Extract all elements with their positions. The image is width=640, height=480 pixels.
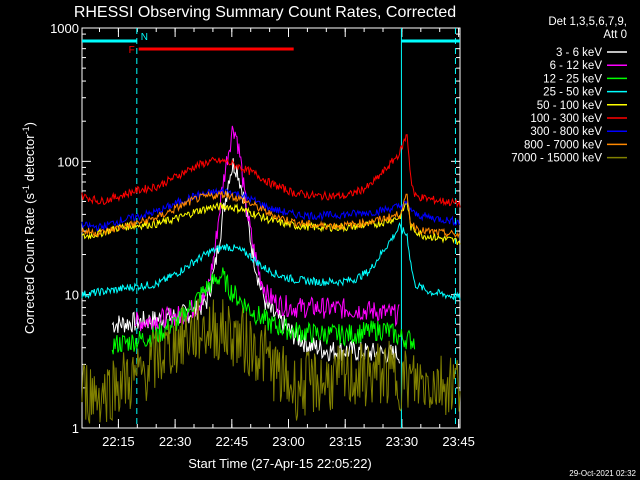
x-tick-label: 23:45 xyxy=(442,434,475,449)
night-label: N xyxy=(141,32,148,43)
legend-header-line-2: Att 0 xyxy=(603,29,627,41)
x-tick-label: 23:15 xyxy=(329,434,362,449)
legend-entry-label: 12 - 25 keV xyxy=(543,73,602,85)
flare-label: F xyxy=(129,45,135,56)
y-label-sup-1: -1 xyxy=(21,185,31,193)
legend-entry-label: 3 - 6 keV xyxy=(556,47,602,59)
y-tick-label: 10 xyxy=(65,288,79,303)
legend-entry-label: 100 - 300 keV xyxy=(530,113,602,125)
series-line xyxy=(111,158,400,364)
series-lines xyxy=(81,125,461,424)
series-line xyxy=(81,134,461,208)
timestamp: 29-Oct-2021 02:32 xyxy=(569,469,636,478)
x-tick-label: 22:30 xyxy=(159,434,192,449)
y-label-sup-2: -1 xyxy=(21,126,31,134)
series-line xyxy=(134,125,400,333)
x-tick-label: 23:30 xyxy=(386,434,419,449)
y-label-mid: detector xyxy=(22,134,37,185)
legend-entry-label: 25 - 50 keV xyxy=(543,87,602,99)
series-line xyxy=(111,267,416,355)
y-tick-label: 100 xyxy=(57,154,79,169)
legend-entry-label: 7000 - 15000 keV xyxy=(511,153,602,165)
x-tick-label: 22:15 xyxy=(102,434,135,449)
legend-entry-label: 50 - 100 keV xyxy=(537,100,603,112)
y-tick-label: 1000 xyxy=(50,21,79,36)
x-tick-label: 23:00 xyxy=(272,434,305,449)
legend-entry-label: 300 - 800 keV xyxy=(530,126,602,138)
legend-entry-label: 800 - 7000 keV xyxy=(524,139,602,151)
y-label-prefix: Corrected Count Rate (s xyxy=(22,193,37,334)
series-line xyxy=(81,200,461,246)
chart-title: RHESSI Observing Summary Count Rates, Co… xyxy=(74,4,456,21)
series-line xyxy=(81,298,461,424)
y-axis-label: Corrected Count Rate (s-1 detector-1) xyxy=(21,122,37,334)
x-tick-label: 22:45 xyxy=(216,434,249,449)
legend-entry-label: 6 - 12 keV xyxy=(550,60,603,72)
y-tick-label: 1 xyxy=(72,421,79,436)
plot-border xyxy=(81,27,461,429)
x-axis-label: Start Time (27-Apr-15 22:05:22) xyxy=(188,456,372,471)
series-line xyxy=(81,190,461,239)
y-label-suffix: ) xyxy=(22,122,37,126)
axis-ticks: 1 10 100 1000 22:15 22:30 22:45 23:00 23:15 23:30… xyxy=(50,21,475,449)
plot-frame xyxy=(81,27,461,429)
series-line xyxy=(81,221,461,301)
legend-header-line-1: Det 1,3,5,6,7,9, xyxy=(548,16,627,28)
